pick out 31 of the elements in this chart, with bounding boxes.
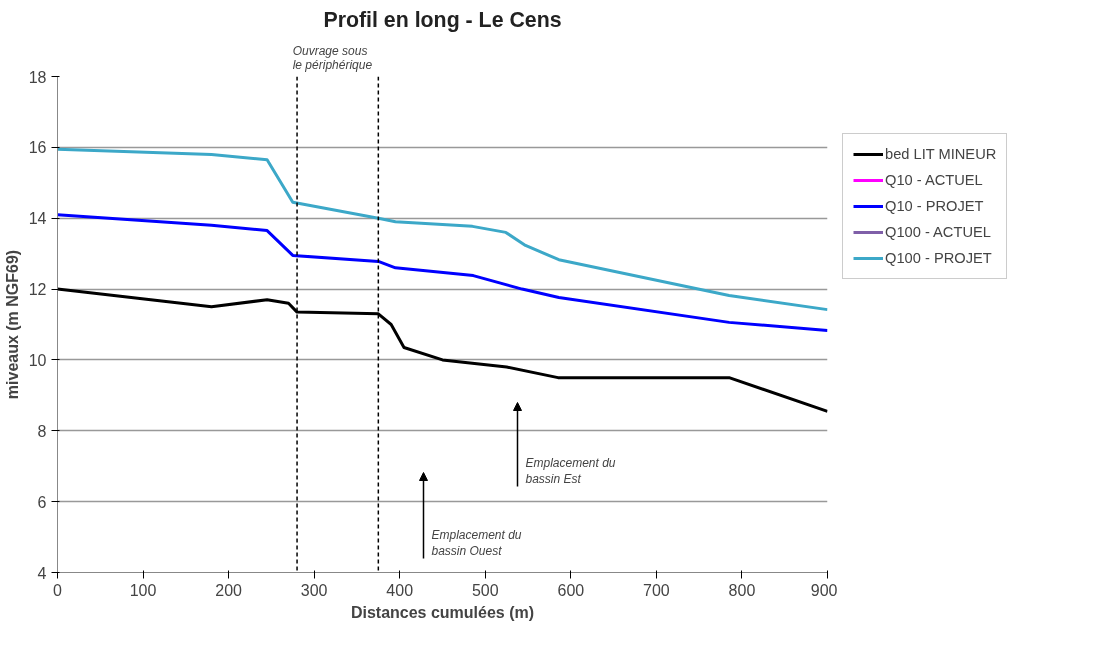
y-axis-title: miveaux (m NGF69) [3, 249, 21, 400]
line-series [57, 147, 828, 312]
y-tick-label: 6 [37, 493, 47, 511]
legend-label: Q100 - PROJET [885, 250, 992, 266]
annotation: Emplacement du bassin Ouest [431, 527, 522, 559]
text: Ouvrage sous le périphérique [292, 43, 373, 72]
x-tick-label: 100 [129, 581, 157, 599]
legend-label: bed LIT MINEUR [885, 146, 997, 162]
y-tick-label: 18 [28, 68, 47, 86]
line-series [57, 213, 828, 333]
chart-title: Profil en long - Le Cens [323, 7, 562, 32]
x-tick-label: 200 [215, 581, 243, 599]
x-tick-label: 900 [810, 581, 838, 599]
x-tick-label: 400 [386, 581, 414, 599]
legend-label: Q10 - ACTUEL [885, 172, 983, 188]
x-axis-title: Distances cumulées (m) [350, 603, 535, 621]
y-tick-label: 10 [28, 351, 47, 369]
y-tick-label: 4 [37, 564, 47, 582]
x-tick-label: 500 [471, 581, 499, 599]
legend-label: Q10 - PROJET [885, 198, 984, 214]
x-tick-label: 800 [728, 581, 756, 599]
y-tick-label: 8 [37, 422, 47, 440]
x-tick-label: 600 [557, 581, 585, 599]
x-tick-label: 0 [53, 581, 63, 599]
y-tick-label: 12 [28, 281, 47, 299]
x-tick-label: 700 [643, 581, 670, 599]
legend-label: Q100 - ACTUEL [885, 224, 991, 240]
annotation: Emplacement du bassin Est [525, 455, 616, 487]
y-tick-label: 14 [28, 210, 47, 228]
y-tick-label: 16 [28, 139, 47, 157]
x-tick-label: 300 [300, 581, 328, 599]
